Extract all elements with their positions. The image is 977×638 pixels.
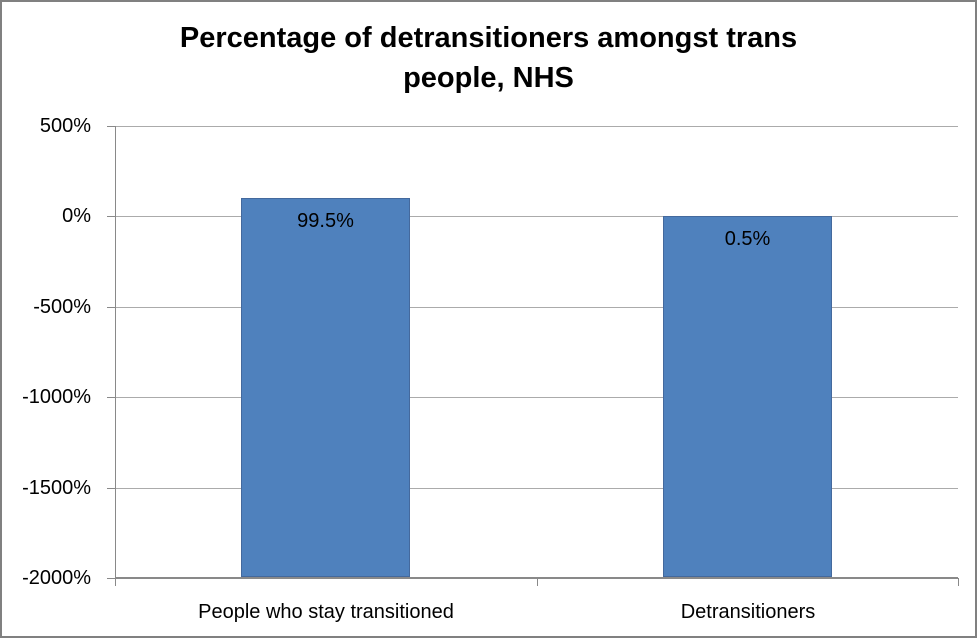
chart-title: Percentage of detransitioners amongst tr…: [2, 18, 975, 98]
y-axis-tick-label: 0%: [62, 205, 91, 227]
bar-people-who-stay-transitioned: [241, 198, 410, 577]
gridline: [115, 397, 958, 398]
x-axis-category-label: People who stay transitioned: [198, 601, 454, 623]
y-axis-tick-label: 500%: [39, 115, 91, 137]
bar-data-label: 0.5%: [724, 228, 771, 250]
gridline: [115, 307, 958, 308]
y-axis-line: [115, 126, 116, 586]
chart-title-text: Percentage of detransitioners amongst tr…: [179, 22, 798, 94]
y-axis-tick-mark: [107, 307, 115, 308]
y-axis-tick-mark: [107, 216, 115, 217]
bar-detransitioners: [663, 216, 832, 577]
y-axis-tick-label: -1500%: [22, 477, 91, 499]
y-axis-tick-mark: [107, 488, 115, 489]
x-axis-tick-mark: [537, 578, 538, 586]
x-axis-tick-mark: [958, 578, 959, 586]
y-axis-tick-label: -2000%: [22, 567, 91, 589]
y-axis-tick-label: -500%: [33, 296, 91, 318]
x-axis-category-label: Detransitioners: [680, 601, 816, 623]
y-axis-tick-mark: [107, 397, 115, 398]
gridline: [115, 488, 958, 489]
y-axis-tick-mark: [107, 578, 115, 579]
y-axis-tick-label: -1000%: [22, 386, 91, 408]
bar-data-label: 99.5%: [297, 210, 354, 232]
gridline: [115, 126, 958, 127]
gridline: [115, 216, 958, 217]
x-axis-tick-mark: [115, 578, 116, 586]
y-axis-tick-mark: [107, 126, 115, 127]
x-axis-line: [115, 577, 958, 579]
